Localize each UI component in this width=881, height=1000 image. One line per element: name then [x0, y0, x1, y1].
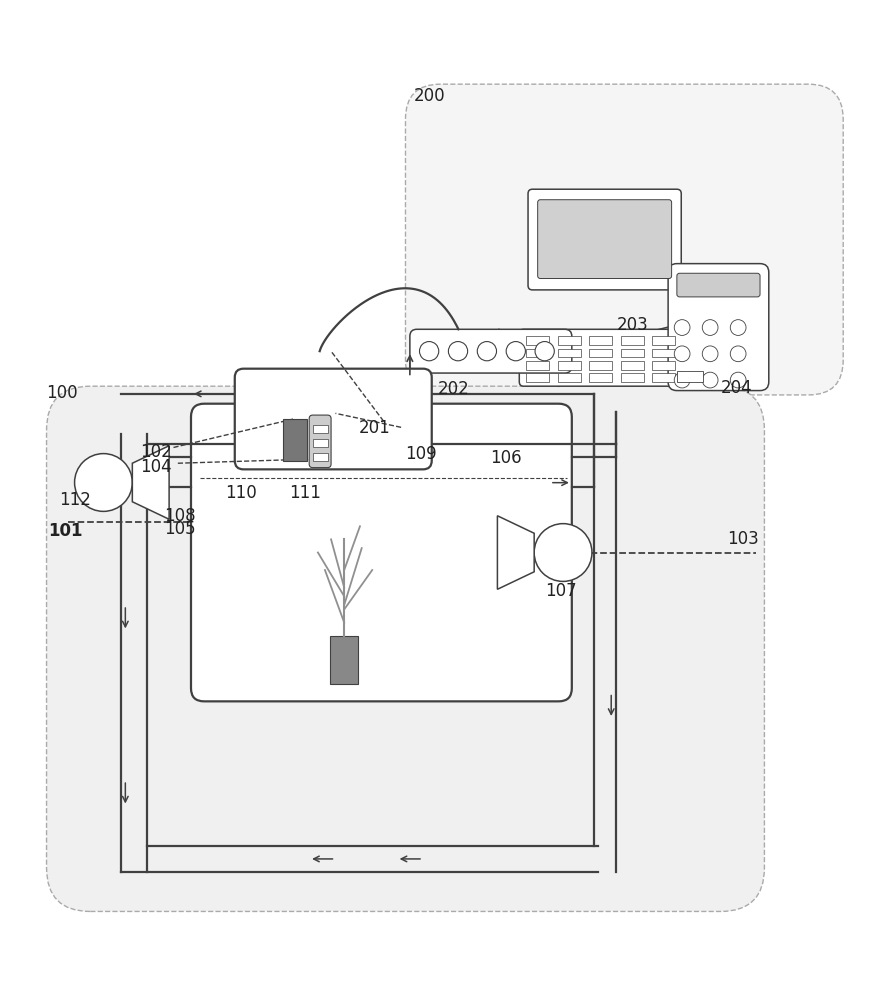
Bar [589, 349, 612, 357]
FancyBboxPatch shape [234, 369, 432, 469]
Bar [589, 373, 612, 382]
Text: 109: 109 [405, 445, 437, 463]
Bar [330, 636, 359, 684]
Circle shape [507, 342, 525, 361]
FancyBboxPatch shape [309, 415, 331, 468]
Circle shape [702, 320, 718, 335]
Bar [526, 336, 549, 345]
Circle shape [674, 320, 690, 335]
Text: 110: 110 [225, 484, 256, 502]
Bar [621, 373, 644, 382]
Text: 203: 203 [618, 316, 649, 334]
Bar [526, 373, 549, 382]
FancyBboxPatch shape [668, 264, 769, 391]
Circle shape [674, 346, 690, 362]
Bar [621, 361, 644, 370]
Bar [313, 453, 328, 461]
Text: 103: 103 [727, 530, 759, 548]
Polygon shape [498, 516, 534, 589]
Bar [589, 336, 612, 345]
Bar [652, 336, 675, 345]
Text: 104: 104 [140, 458, 172, 476]
Bar [526, 361, 549, 370]
Text: 202: 202 [438, 380, 470, 398]
Text: 100: 100 [47, 384, 78, 402]
FancyBboxPatch shape [537, 200, 671, 279]
Bar [621, 349, 644, 357]
Bar [283, 419, 307, 461]
Text: 111: 111 [289, 484, 321, 502]
Circle shape [730, 346, 746, 362]
Text: 107: 107 [545, 582, 577, 600]
Circle shape [674, 372, 690, 388]
Polygon shape [132, 446, 169, 519]
FancyBboxPatch shape [405, 84, 843, 395]
FancyBboxPatch shape [528, 189, 681, 290]
Text: 106: 106 [491, 449, 522, 467]
Text: 101: 101 [48, 522, 83, 540]
Bar [652, 373, 675, 382]
FancyBboxPatch shape [410, 329, 572, 373]
Text: 204: 204 [721, 379, 752, 397]
Circle shape [730, 372, 746, 388]
FancyBboxPatch shape [47, 386, 765, 911]
Text: 108: 108 [164, 507, 196, 525]
Circle shape [702, 346, 718, 362]
Text: 112: 112 [60, 491, 92, 509]
Text: 105: 105 [164, 520, 196, 538]
Bar [558, 373, 581, 382]
Bar [589, 361, 612, 370]
Bar [313, 439, 328, 447]
Bar [652, 361, 675, 370]
Bar [558, 349, 581, 357]
FancyBboxPatch shape [677, 273, 760, 297]
Circle shape [534, 524, 592, 581]
Circle shape [730, 320, 746, 335]
Bar [558, 336, 581, 345]
Bar [313, 425, 328, 433]
FancyBboxPatch shape [191, 404, 572, 701]
Bar [621, 336, 644, 345]
Text: 200: 200 [414, 87, 446, 105]
Circle shape [535, 342, 554, 361]
Circle shape [419, 342, 439, 361]
Bar [558, 361, 581, 370]
Circle shape [75, 454, 132, 511]
Bar [677, 371, 703, 382]
Text: 201: 201 [359, 419, 390, 437]
Bar [652, 349, 675, 357]
Circle shape [448, 342, 468, 361]
Text: 102: 102 [140, 443, 172, 461]
FancyBboxPatch shape [519, 329, 703, 386]
Bar [526, 349, 549, 357]
Circle shape [702, 372, 718, 388]
Circle shape [478, 342, 497, 361]
